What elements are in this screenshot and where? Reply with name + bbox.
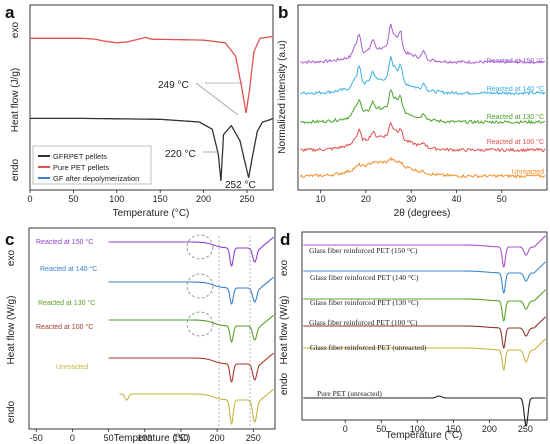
chart-b-xtick-label: 10 [316,194,326,204]
chart-c-xtick-label: 200 [210,433,225,443]
chart-b-series-label: Unreacted [512,169,544,176]
chart-d-xtick-label: 0 [343,424,348,434]
chart-c-xlabel: Temperature (°C) [114,433,191,444]
chart-a-annotation-252: 252 °C [225,180,256,191]
chart-c-series-label: Reacted at 130 °C [38,299,95,307]
chart-b-xlabel: 2θ (degrees) [394,208,451,219]
chart-d-xtick-label: 150 [446,424,461,434]
chart-a-xtick-label: 0 [27,194,32,204]
chart-d-xtick-label: 100 [410,424,425,434]
chart-d-xlabel: Temperature (°C) [386,430,463,441]
chart-b-series-4 [299,156,546,179]
chart-c-xtick-label: 100 [137,433,152,443]
chart-d-series-0 [303,235,546,268]
chart-b-xtick-label: 50 [497,194,507,204]
chart-d-series-5 [303,395,546,427]
chart-a-xtick-label: 150 [153,194,168,204]
chart-d-series-4 [303,338,546,371]
chart-d-ylabel: Heat flow (W/g) [279,296,290,365]
chart-a-endo: endo [10,158,21,181]
chart-d-exo: exo [279,260,290,277]
chart-c-series-label: Reacted at 140 °C [40,265,97,273]
chart-d-series-label: Glass fiber reinforced PET (130 °C) [310,298,419,307]
chart-d-xtick-label: 50 [376,424,386,434]
chart-d-series-label: Pure PET (unreacted) [317,389,382,398]
chart-c-series-2 [108,314,274,343]
chart-a-xtick-label: 200 [196,194,211,204]
chart-c-xtick-label: 150 [173,433,188,443]
chart-c-series-0 [108,236,274,267]
chart-a-legend-label: Pure PET pellets [53,163,109,172]
ann-line-249-b [195,82,239,116]
chart-b: 10 20 30 40 50 Reacted at 150 °C Reacted at 1… [277,4,548,219]
panel-c-letter: c [5,230,14,249]
chart-a-legend-label: GF after depolymerization [53,174,139,183]
chart-d-series-label: Glass fiber reinforced PET (150 °C) [309,246,418,255]
chart-c-endo: endo [6,400,17,423]
chart-d-series-2 [303,289,546,322]
chart-c-xtick-label: 50 [104,433,114,443]
chart-c: -50 0 50 100 150 200 250 Reacted at 150 °C Reac… [6,227,276,444]
chart-b-series-1 [300,56,546,96]
chart-b-series-3 [300,121,546,153]
chart-b-series-label: Reacted at 130 °C [487,113,544,121]
chart-a-xtick-label: 50 [68,194,78,204]
chart-a-series-0 [30,117,274,182]
chart-a-annotation-220: 220 °C [165,149,196,160]
chart-a-legend [32,145,152,185]
chart-d-xtick-label: 250 [518,424,533,434]
chart-c-circle-130 [186,311,214,337]
chart-c-series-1 [108,276,274,305]
chart-c-series-4 [119,388,274,425]
chart-a-ylabel: Heat flow (J/g) [10,68,21,132]
chart-b-series-label: Reacted at 150 °C [487,57,544,65]
chart-b-series-label: Reacted at 100 °C [487,138,544,146]
chart-c-xtick-label: 0 [70,433,75,443]
chart-b-series-0 [300,23,546,65]
chart-b-xtick-label: 40 [451,194,461,204]
chart-d-series-label: Glass fiber reinforced PET (unreacted) [310,343,427,352]
chart-d-series-3 [303,316,546,349]
chart-d-series-1 [303,261,546,294]
chart-c-series-3 [108,352,274,383]
chart-b-series-label: Reacted at 140 °C [487,85,544,93]
panel-a-letter: a [5,3,15,22]
chart-a: 0 50 100 150 200 250 Temperature (°C) Heat fl… [10,4,274,219]
chart-c-series-label: Reacted at 100 °C [36,323,93,331]
chart-c-circle-150 [186,234,214,260]
chart-a-exo: exo [10,22,21,39]
chart-a-xtick-label: 250 [239,194,254,204]
chart-d-xtick-label: 200 [482,424,497,434]
chart-a-xtick-label: 100 [109,194,124,204]
panel-b-letter: b [278,3,288,22]
chart-c-circle-140 [186,273,214,299]
chart-c-series-label: Unreacted [56,364,88,371]
chart-d-series-label: Glass fiber reinforced PET (140 °C) [310,273,419,282]
chart-d-endo: endo [279,372,290,395]
chart-c-ylabel: Heat flow (W/g) [6,296,17,365]
chart-d-series-label: Glass fiber reinforced PET (100 °C) [309,318,418,327]
chart-d: 0 50 100 150 200 250 Glass fiber reinforced P… [279,231,548,441]
chart-a-series-1 [30,35,274,114]
chart-c-exo: exo [6,250,17,267]
chart-b-xtick-label: 20 [361,194,371,204]
chart-c-series-label: Reacted at 150 °C [36,238,93,246]
chart-b-ylabel: Normalized intensity (a.u) [277,40,288,153]
chart-a-annotation-249: 249 °C [158,80,189,91]
chart-b-xtick-label: 30 [406,194,416,204]
chart-a-legend-label: GFRPET pellets [53,152,107,161]
panel-d-letter: d [280,230,290,249]
chart-c-xtick-label: 250 [246,433,261,443]
chart-b-series-2 [300,88,546,125]
chart-c-xtick-label: -50 [30,433,43,443]
chart-a-xlabel: Temperature (°C) [113,208,190,219]
